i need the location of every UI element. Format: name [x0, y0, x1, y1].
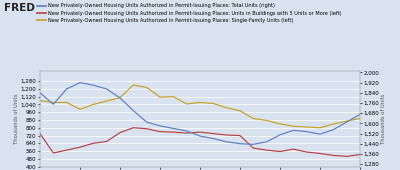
- Y-axis label: Thousands of Units: Thousands of Units: [14, 94, 19, 144]
- Legend: New Privately-Owned Housing Units Authorized in Permit-Issuing Places: Total Uni: New Privately-Owned Housing Units Author…: [36, 3, 341, 23]
- Y-axis label: Thousands of Units: Thousands of Units: [381, 94, 386, 144]
- Text: FRED: FRED: [4, 3, 35, 13]
